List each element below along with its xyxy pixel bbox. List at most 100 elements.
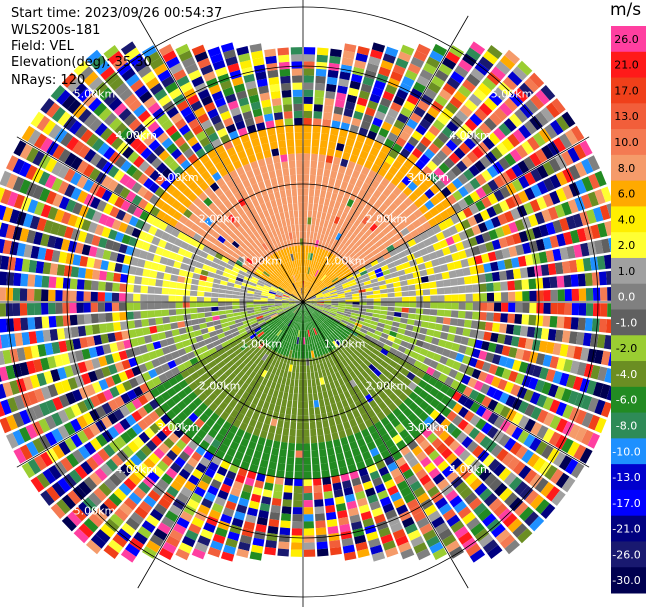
velocity-gate [337,135,347,145]
velocity-gate [73,528,89,544]
velocity-gate [324,300,332,302]
velocity-gate [57,367,67,380]
velocity-gate [418,411,429,422]
velocity-gate [310,336,314,344]
velocity-gate [196,429,207,440]
velocity-gate [449,546,464,559]
velocity-gate [359,150,369,160]
velocity-gate [319,377,325,385]
velocity-gate [357,314,366,319]
velocity-gate [253,302,261,305]
velocity-gate [378,222,387,231]
velocity-gate [407,63,421,75]
velocity-gate [419,193,430,204]
velocity-gate [372,405,382,415]
velocity-gate [291,407,297,416]
velocity-gate [543,177,555,192]
velocity-gate [171,177,183,188]
velocity-gate [415,283,423,290]
velocity-gate [303,68,315,76]
velocity-gate [67,240,78,253]
velocity-gate [294,307,299,314]
velocity-gate [303,210,308,218]
velocity-gate [450,71,465,84]
velocity-gate [208,266,217,274]
velocity-gate [377,427,388,437]
velocity-gate [253,337,261,345]
velocity-gate [250,160,259,170]
velocity-gate [416,517,430,529]
velocity-gate [93,508,108,523]
velocity-gate [349,514,361,524]
velocity-gate [428,172,440,183]
velocity-gate [287,393,293,401]
velocity-gate [285,407,292,415]
velocity-gate [435,363,445,373]
velocity-gate [582,257,592,272]
velocity-gate [34,303,42,315]
velocity-gate [334,248,341,256]
velocity-gate [362,259,371,267]
velocity-gate [263,327,270,333]
velocity-gate [275,278,282,285]
velocity-gate [341,537,354,547]
velocity-gate [263,260,270,267]
velocity-gate [491,66,506,81]
velocity-gate [414,434,426,445]
velocity-gate [446,471,459,483]
velocity-gate [26,229,36,244]
velocity-gate [244,117,255,127]
velocity-gate [281,377,287,385]
velocity-gate [188,523,202,535]
velocity-gate [222,421,232,431]
velocity-gate [364,263,373,270]
velocity-gate [487,45,503,60]
velocity-gate [385,320,393,326]
velocity-gate [547,448,560,463]
velocity-gate [349,233,357,242]
velocity-gate [498,508,513,523]
velocity-gate [455,481,469,494]
velocity-gate [411,147,423,159]
velocity-gate [448,368,458,379]
velocity-gate [311,442,318,451]
velocity-gate [468,427,480,440]
velocity-gate [72,82,87,98]
velocity-gate [328,343,334,351]
velocity-gate [432,455,445,467]
velocity-gate [196,242,205,251]
velocity-gate [232,434,242,444]
velocity-gate [542,237,553,250]
velocity-gate [460,123,473,137]
velocity-gate [0,303,6,317]
velocity-gate [501,302,509,312]
velocity-gate [383,356,392,365]
velocity-gate [431,155,443,167]
velocity-gate [495,529,511,544]
velocity-gate [107,399,119,411]
velocity-gate [241,263,250,270]
velocity-gate [352,385,361,394]
velocity-gate [324,319,331,326]
velocity-gate [311,268,316,276]
velocity-gate [282,297,290,300]
velocity-gate [225,500,237,511]
velocity-gate [393,337,402,345]
velocity-gate [137,186,148,198]
velocity-gate [298,337,301,345]
velocity-gate [298,288,302,296]
velocity-gate [305,344,308,352]
velocity-gate [442,534,457,547]
velocity-gate [382,540,396,551]
velocity-gate [345,493,356,503]
velocity-gate [522,242,532,254]
velocity-gate [356,319,364,325]
velocity-gate [329,48,342,58]
velocity-gate [554,329,564,342]
velocity-gate [303,422,310,430]
velocity-gate [395,136,407,148]
velocity-gate [561,201,572,216]
velocity-gate [475,173,487,186]
velocity-gate [331,303,339,306]
velocity-gate [199,153,210,165]
